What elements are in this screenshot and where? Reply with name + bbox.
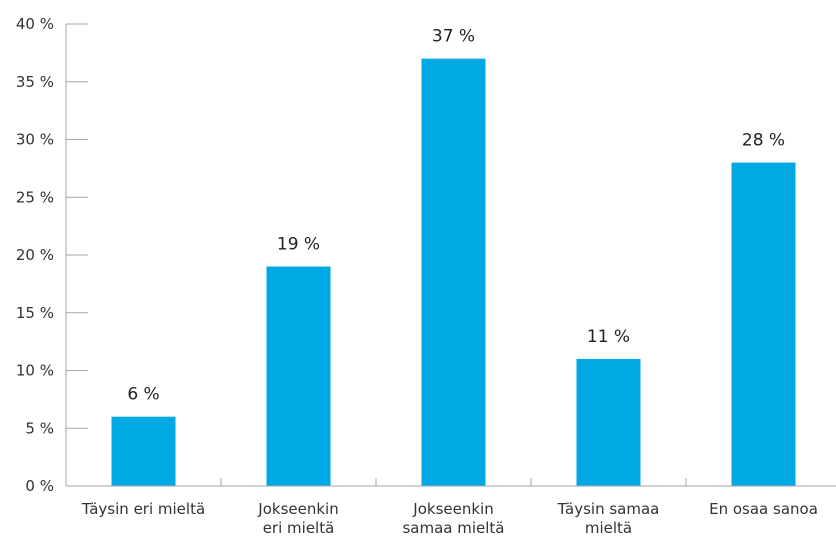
data-label: 6 % bbox=[127, 385, 159, 405]
y-tick-label: 15 % bbox=[16, 304, 54, 322]
x-category-label: Jokseenkin eri mieltä bbox=[257, 500, 338, 537]
bar bbox=[731, 162, 796, 486]
y-tick-label: 25 % bbox=[16, 188, 54, 206]
y-tick-label: 40 % bbox=[16, 15, 54, 33]
data-label: 28 % bbox=[742, 131, 785, 151]
data-label: 37 % bbox=[432, 27, 475, 47]
bar bbox=[111, 416, 176, 486]
y-tick-label: 30 % bbox=[16, 131, 54, 149]
y-tick-label: 20 % bbox=[16, 246, 54, 264]
y-tick-label: 35 % bbox=[16, 73, 54, 91]
y-axis: 0 % 5 % 10 % 15 % 20 % 25 % 30 % 35 % 40 % bbox=[16, 15, 88, 495]
x-category-label: Jokseenkin samaa mieltä bbox=[402, 500, 504, 537]
bar bbox=[266, 266, 331, 486]
y-tick-label: 5 % bbox=[25, 419, 54, 437]
data-labels: 6 % 19 % 37 % 11 % 28 % bbox=[127, 27, 785, 405]
x-category-label: Täysin eri mieltä bbox=[81, 500, 205, 518]
y-tick-label: 0 % bbox=[25, 477, 54, 495]
data-label: 19 % bbox=[277, 235, 320, 255]
x-category-label: Täysin samaa mieltä bbox=[557, 500, 660, 537]
data-label: 11 % bbox=[587, 327, 630, 347]
bars bbox=[111, 58, 796, 487]
y-tick-label: 10 % bbox=[16, 362, 54, 380]
x-axis: Täysin eri mieltä Jokseenkin eri mieltä Jok… bbox=[66, 478, 836, 537]
bar bbox=[421, 58, 486, 487]
bar bbox=[576, 358, 641, 486]
x-category-label: En osaa sanoa bbox=[709, 500, 818, 518]
